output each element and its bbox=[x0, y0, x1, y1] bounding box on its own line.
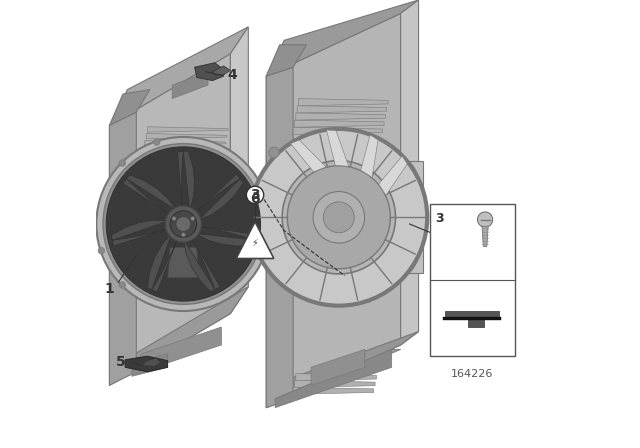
Polygon shape bbox=[401, 161, 423, 273]
Polygon shape bbox=[145, 140, 225, 146]
Polygon shape bbox=[141, 327, 221, 372]
Text: 3: 3 bbox=[250, 188, 260, 202]
Polygon shape bbox=[172, 72, 208, 99]
Circle shape bbox=[119, 160, 125, 166]
Polygon shape bbox=[294, 120, 384, 127]
Circle shape bbox=[170, 211, 196, 237]
Polygon shape bbox=[291, 140, 326, 172]
Polygon shape bbox=[195, 63, 224, 81]
Text: ⚡: ⚡ bbox=[252, 238, 259, 248]
Polygon shape bbox=[168, 247, 199, 278]
Polygon shape bbox=[111, 220, 169, 246]
Circle shape bbox=[252, 130, 426, 305]
Text: 2: 2 bbox=[454, 235, 464, 249]
Polygon shape bbox=[296, 374, 376, 381]
Polygon shape bbox=[141, 160, 221, 166]
Circle shape bbox=[172, 216, 176, 221]
Circle shape bbox=[313, 192, 365, 243]
Polygon shape bbox=[142, 154, 223, 159]
Text: 164226: 164226 bbox=[451, 369, 493, 379]
Polygon shape bbox=[311, 349, 365, 385]
Polygon shape bbox=[109, 112, 136, 385]
Circle shape bbox=[98, 247, 105, 254]
Text: 4: 4 bbox=[228, 68, 237, 82]
Polygon shape bbox=[361, 135, 378, 177]
Polygon shape bbox=[143, 358, 161, 366]
Polygon shape bbox=[212, 66, 230, 75]
Circle shape bbox=[181, 233, 186, 237]
Polygon shape bbox=[109, 90, 150, 125]
Circle shape bbox=[269, 147, 279, 158]
Polygon shape bbox=[443, 317, 502, 320]
Polygon shape bbox=[125, 356, 168, 372]
Circle shape bbox=[154, 139, 160, 145]
Circle shape bbox=[176, 216, 191, 232]
Circle shape bbox=[287, 166, 390, 269]
Circle shape bbox=[119, 282, 125, 288]
Polygon shape bbox=[298, 99, 388, 106]
Polygon shape bbox=[266, 45, 307, 76]
Polygon shape bbox=[294, 380, 375, 388]
Polygon shape bbox=[379, 156, 407, 195]
Polygon shape bbox=[482, 226, 488, 246]
Polygon shape bbox=[236, 222, 274, 258]
Polygon shape bbox=[109, 27, 248, 125]
Circle shape bbox=[191, 216, 195, 221]
Text: 3: 3 bbox=[435, 212, 444, 225]
Circle shape bbox=[323, 202, 355, 233]
Polygon shape bbox=[326, 130, 349, 166]
Polygon shape bbox=[109, 287, 248, 385]
Polygon shape bbox=[146, 134, 227, 139]
Polygon shape bbox=[266, 332, 419, 408]
Polygon shape bbox=[194, 174, 243, 221]
Polygon shape bbox=[109, 54, 230, 385]
Polygon shape bbox=[266, 0, 419, 76]
Polygon shape bbox=[275, 349, 392, 408]
Polygon shape bbox=[132, 354, 168, 376]
Polygon shape bbox=[147, 233, 178, 292]
Polygon shape bbox=[195, 226, 255, 246]
Circle shape bbox=[243, 198, 253, 208]
Polygon shape bbox=[297, 106, 387, 113]
Polygon shape bbox=[275, 349, 401, 399]
Circle shape bbox=[103, 144, 264, 304]
Polygon shape bbox=[401, 0, 419, 345]
Polygon shape bbox=[445, 311, 499, 327]
Circle shape bbox=[106, 147, 260, 301]
Text: 1: 1 bbox=[104, 282, 115, 296]
Polygon shape bbox=[266, 13, 401, 408]
Polygon shape bbox=[296, 113, 385, 120]
Text: 6: 6 bbox=[250, 192, 260, 207]
Circle shape bbox=[282, 161, 396, 274]
Circle shape bbox=[477, 212, 493, 227]
Polygon shape bbox=[230, 27, 248, 314]
Polygon shape bbox=[177, 151, 195, 211]
Polygon shape bbox=[123, 175, 177, 215]
Circle shape bbox=[165, 206, 202, 242]
Polygon shape bbox=[148, 127, 228, 132]
Circle shape bbox=[250, 128, 428, 306]
Polygon shape bbox=[143, 147, 224, 152]
Polygon shape bbox=[184, 237, 220, 292]
Text: 5: 5 bbox=[116, 355, 125, 369]
Polygon shape bbox=[293, 387, 374, 394]
Polygon shape bbox=[293, 127, 383, 134]
Circle shape bbox=[97, 137, 270, 311]
Polygon shape bbox=[266, 67, 293, 408]
Bar bbox=[430, 204, 515, 356]
